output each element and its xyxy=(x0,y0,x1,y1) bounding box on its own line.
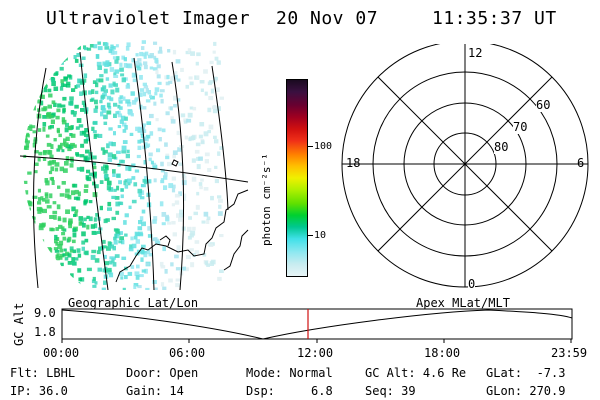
colorbar-tick-label-10: 10 xyxy=(314,230,327,241)
status-gain: Gain: 14 xyxy=(126,384,184,398)
status-mode: Mode: Normal xyxy=(246,366,333,380)
altitude-timeline xyxy=(61,308,573,343)
x-tick-label-1200: 12:00 xyxy=(297,346,334,360)
status-gc-alt: GC Alt: 4.6 Re xyxy=(365,366,467,380)
image-date: 20 Nov 07 xyxy=(276,8,379,29)
app-title: Ultraviolet Imager xyxy=(46,8,251,29)
mlt-label-right: 6 xyxy=(577,156,585,170)
coastline xyxy=(115,159,249,283)
x-tick-label-2359: 23:59 xyxy=(551,346,588,360)
timeline-frame xyxy=(61,308,573,340)
geographic-grid xyxy=(20,51,249,290)
altitude-curve xyxy=(61,309,573,340)
status-glat: GLat: -7.3 xyxy=(486,366,566,380)
colorbar-tick-label-100: 100 xyxy=(314,141,333,152)
lat-label-60: 60 xyxy=(536,98,551,112)
lat-label-70: 70 xyxy=(513,120,528,134)
mlt-label-top: 12 xyxy=(468,46,483,60)
x-tick-label-1800: 18:00 xyxy=(424,346,461,360)
x-tick-label-0600: 06:00 xyxy=(169,346,206,360)
status-ip: IP: 36.0 xyxy=(10,384,68,398)
colorbar xyxy=(286,79,308,277)
colorbar-unit-label: photon cm⁻²s⁻¹ xyxy=(260,153,273,246)
lat-label-80: 80 xyxy=(494,140,509,154)
uv-image-panel xyxy=(20,40,249,290)
status-glon: GLon: 270.9 xyxy=(486,384,566,398)
y-tick-label-max: 9.0 xyxy=(34,306,56,320)
geographic-label: Geographic Lat/Lon xyxy=(68,296,199,310)
colorbar-tick xyxy=(307,235,313,236)
apex-label: Apex MLat/MLT xyxy=(416,296,510,310)
x-tick-label-0000: 00:00 xyxy=(43,346,80,360)
status-filter: Flt: LBHL xyxy=(10,366,76,380)
mlt-label-bottom: 0 xyxy=(468,277,476,291)
colorbar-tick xyxy=(307,146,313,147)
status-seq: Seq: 39 xyxy=(365,384,416,398)
mlt-diagonal xyxy=(377,76,553,252)
image-time: 11:35:37 UT xyxy=(432,8,557,29)
mlt-label-left: 18 xyxy=(346,156,361,170)
polar-mlt-plot xyxy=(341,44,589,288)
y-tick-label-min: 1.8 xyxy=(34,325,56,339)
status-dsp: Dsp: 6.8 xyxy=(246,384,333,398)
status-door: Door: Open xyxy=(126,366,199,380)
timeline-axis-title: GC Alt xyxy=(12,302,26,346)
timeline-x-ticks xyxy=(61,339,572,343)
